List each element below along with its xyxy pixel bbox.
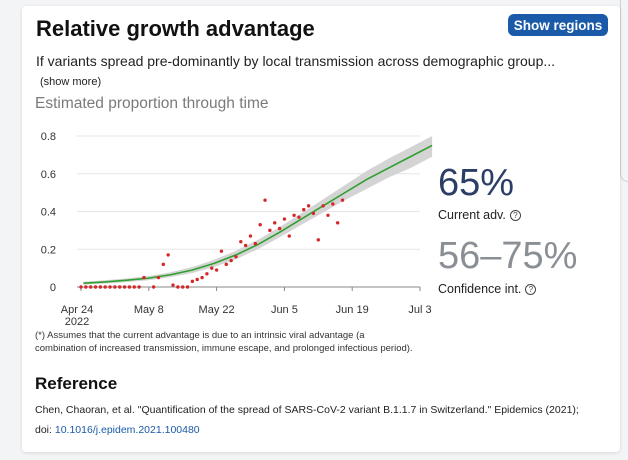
chart-title: Estimated proportion through time	[35, 95, 269, 112]
data-point	[268, 228, 272, 233]
data-point	[127, 285, 132, 289]
data-point	[229, 258, 233, 263]
x-tick-label: Apr 24	[61, 304, 93, 316]
data-point	[151, 285, 156, 289]
data-point	[210, 266, 214, 270]
doi-line: doi: 10.1016/j.epidem.2021.100480	[35, 424, 200, 436]
fit-line	[83, 144, 433, 285]
data-point	[253, 241, 258, 246]
x-tick-label: Jun 19	[336, 304, 369, 316]
footnote: (*) Assumes that the current advantage i…	[35, 330, 413, 354]
confidence-band	[83, 136, 433, 285]
current-advantage-value: 65%	[438, 162, 515, 204]
description-text: If variants spread pre-dominantly by loc…	[36, 53, 556, 69]
data-point	[297, 215, 301, 219]
data-point	[302, 207, 306, 212]
data-point	[181, 285, 185, 289]
data-point	[224, 262, 228, 267]
data-point	[108, 285, 112, 289]
y-tick-label: 0	[50, 282, 56, 294]
data-point	[273, 221, 277, 225]
show-regions-button[interactable]: Show regions	[508, 14, 608, 36]
data-point	[190, 279, 195, 284]
help-icon[interactable]: ?	[509, 210, 521, 221]
data-point	[311, 211, 316, 216]
data-point	[176, 285, 180, 289]
y-tick-label: 0.8	[41, 131, 56, 143]
data-point	[243, 243, 248, 248]
data-point	[282, 217, 287, 221]
data-point	[161, 262, 166, 267]
y-tick-label: 0.2	[41, 244, 56, 256]
data-point	[84, 285, 88, 289]
y-tick-label: 0.6	[41, 169, 56, 181]
current-advantage-label: Current adv.?	[438, 208, 521, 222]
x-tick-label: Jun 5	[271, 304, 298, 316]
data-point	[335, 221, 340, 225]
data-point	[239, 240, 243, 244]
help-icon[interactable]: ?	[525, 284, 537, 295]
confidence-interval-label-text: Confidence int.	[438, 282, 522, 296]
data-point	[118, 285, 122, 289]
data-point	[171, 283, 175, 287]
confidence-interval-value: 56–75%	[438, 235, 578, 277]
y-tick-label: 0.4	[41, 207, 56, 219]
doi-prefix: doi:	[35, 424, 55, 436]
data-point	[287, 234, 291, 238]
data-point	[331, 202, 335, 206]
data-point	[142, 275, 146, 280]
confidence-interval-label: Confidence int.?	[438, 282, 537, 296]
data-point	[292, 213, 296, 217]
data-point	[113, 285, 117, 289]
data-point	[263, 198, 267, 202]
data-point	[219, 249, 224, 253]
data-point	[137, 285, 141, 289]
data-point	[200, 275, 204, 280]
x-tick-label: May 22	[199, 304, 235, 316]
x-tick-label: Jul 3	[408, 304, 431, 316]
data-point	[234, 255, 238, 259]
data-point	[248, 234, 253, 238]
data-point	[156, 275, 161, 280]
data-point	[93, 285, 98, 289]
data-point	[103, 285, 107, 289]
data-point	[122, 285, 127, 289]
data-point	[185, 285, 190, 289]
reference-heading: Reference	[35, 374, 118, 393]
data-point	[306, 204, 311, 208]
data-point	[166, 253, 170, 257]
data-point	[316, 238, 320, 242]
x-tick-label-year: 2022	[65, 316, 89, 328]
data-point	[321, 204, 325, 208]
data-point	[195, 277, 199, 282]
data-point	[340, 198, 345, 202]
reference-citation: Chen, Chaoran, et al. "Quantification of…	[35, 404, 579, 416]
data-point	[214, 268, 219, 272]
card-title: Relative growth advantage	[36, 16, 315, 41]
current-advantage-label-text: Current adv.	[438, 208, 506, 222]
data-point	[98, 285, 103, 289]
data-point	[258, 223, 262, 227]
show-more-link[interactable]: (show more)	[40, 76, 102, 88]
data-point	[205, 272, 209, 276]
data-point	[88, 285, 93, 289]
data-point	[79, 285, 83, 289]
doi-link[interactable]: 10.1016/j.epidem.2021.100480	[54, 424, 200, 436]
data-point	[277, 226, 282, 231]
data-point	[132, 285, 136, 289]
data-point	[326, 213, 330, 217]
growth-advantage-card	[22, 6, 620, 452]
x-tick-label: May 8	[134, 304, 164, 316]
